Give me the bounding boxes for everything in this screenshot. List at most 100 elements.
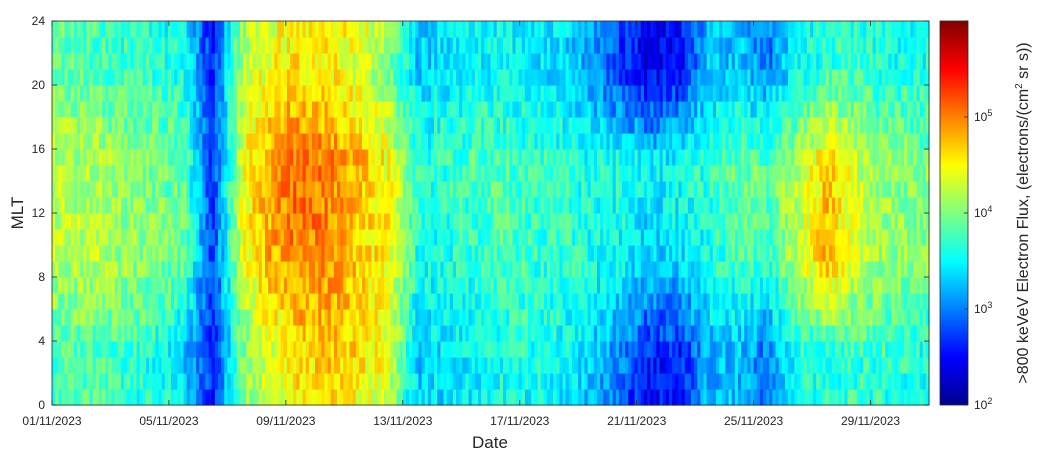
heatmap-cell xyxy=(218,181,222,198)
heatmap-cell xyxy=(481,37,485,54)
heatmap-cell xyxy=(243,197,247,214)
heatmap-cell xyxy=(412,373,416,390)
heatmap-cell xyxy=(584,325,589,342)
heatmap-cell xyxy=(290,341,294,358)
heatmap-cell xyxy=(481,341,485,358)
heatmap-cell xyxy=(615,325,620,342)
heatmap-cell xyxy=(672,357,676,374)
heatmap-cell xyxy=(427,53,432,70)
heatmap-cell xyxy=(133,149,138,166)
heatmap-cell xyxy=(124,117,128,134)
heatmap-cell xyxy=(452,357,457,374)
heatmap-cell xyxy=(89,245,94,262)
heatmap-cell xyxy=(380,181,385,198)
heatmap-cell xyxy=(568,165,573,182)
heatmap-cell xyxy=(308,37,313,54)
heatmap-cell xyxy=(506,325,510,342)
heatmap-cell xyxy=(493,373,498,390)
heatmap-cell xyxy=(562,293,567,310)
heatmap-cell xyxy=(584,277,589,294)
heatmap-cell xyxy=(64,197,69,214)
heatmap-cell xyxy=(365,357,369,374)
heatmap-cell xyxy=(305,69,310,86)
heatmap-cell xyxy=(362,213,366,230)
heatmap-cell xyxy=(98,373,103,390)
heatmap-cell xyxy=(218,325,222,342)
heatmap-cell xyxy=(67,357,72,374)
heatmap-cell xyxy=(70,133,75,150)
heatmap-cell xyxy=(299,21,304,38)
heatmap-cell xyxy=(518,389,523,406)
heatmap-cell xyxy=(246,181,250,198)
heatmap-cell xyxy=(662,85,667,102)
heatmap-cell xyxy=(581,149,586,166)
heatmap-cell xyxy=(509,357,514,374)
heatmap-cell xyxy=(211,293,216,310)
heatmap-cell xyxy=(167,53,172,70)
heatmap-cell xyxy=(164,357,169,374)
heatmap-cell xyxy=(98,101,103,118)
heatmap-cell xyxy=(164,133,169,150)
heatmap-cell xyxy=(537,389,542,406)
heatmap-cell xyxy=(662,69,667,86)
heatmap-cell xyxy=(255,309,260,326)
heatmap-cell xyxy=(174,213,178,230)
heatmap-cell xyxy=(124,85,128,102)
heatmap-cell xyxy=(509,197,514,214)
heatmap-cell xyxy=(540,373,545,390)
heatmap-cell xyxy=(308,21,313,38)
heatmap-cell xyxy=(656,213,661,230)
heatmap-cell xyxy=(681,21,686,38)
heatmap-cell xyxy=(449,213,454,230)
heatmap-cell xyxy=(562,101,567,118)
heatmap-cell xyxy=(352,53,357,70)
heatmap-cell xyxy=(471,341,476,358)
heatmap-cell xyxy=(700,389,705,406)
heatmap-cell xyxy=(277,341,282,358)
heatmap-cell xyxy=(73,213,78,230)
heatmap-cell xyxy=(634,277,639,294)
heatmap-cell xyxy=(290,213,294,230)
heatmap-cell xyxy=(603,261,607,278)
heatmap-cell xyxy=(471,181,476,198)
heatmap-cell xyxy=(443,357,448,374)
heatmap-cell xyxy=(427,213,432,230)
heatmap-cell xyxy=(553,277,557,294)
heatmap-cell xyxy=(462,117,467,134)
heatmap-cell xyxy=(374,53,379,70)
heatmap-cell xyxy=(171,165,175,182)
heatmap-cell xyxy=(546,85,551,102)
heatmap-cell xyxy=(380,277,385,294)
heatmap-cell xyxy=(321,149,326,166)
heatmap-cell xyxy=(506,373,510,390)
heatmap-cell xyxy=(409,165,413,182)
heatmap-cell xyxy=(524,133,529,150)
heatmap-cell xyxy=(255,389,260,406)
heatmap-cell xyxy=(233,101,238,118)
heatmap-cell xyxy=(587,277,592,294)
heatmap-cell xyxy=(618,293,623,310)
heatmap-cell xyxy=(61,197,66,214)
heatmap-cell xyxy=(499,117,504,134)
heatmap-cell xyxy=(252,293,257,310)
heatmap-cell xyxy=(83,389,88,406)
heatmap-cell xyxy=(581,101,586,118)
heatmap-cell xyxy=(409,389,413,406)
heatmap-cell xyxy=(446,101,451,118)
heatmap-cell xyxy=(318,53,322,70)
heatmap-cell xyxy=(120,357,125,374)
heatmap-cell xyxy=(484,53,488,70)
heatmap-cell xyxy=(127,85,131,102)
heatmap-cell xyxy=(224,181,228,198)
heatmap-cell xyxy=(390,101,394,118)
heatmap-cell xyxy=(362,309,366,326)
heatmap-cell xyxy=(531,37,535,54)
heatmap-cell xyxy=(640,21,645,38)
heatmap-cell xyxy=(321,229,326,246)
heatmap-cell xyxy=(540,261,545,278)
heatmap-cell xyxy=(515,21,520,38)
heatmap-cell xyxy=(474,37,479,54)
heatmap-cell xyxy=(255,21,260,38)
heatmap-cell xyxy=(562,245,567,262)
heatmap-cell xyxy=(236,149,241,166)
